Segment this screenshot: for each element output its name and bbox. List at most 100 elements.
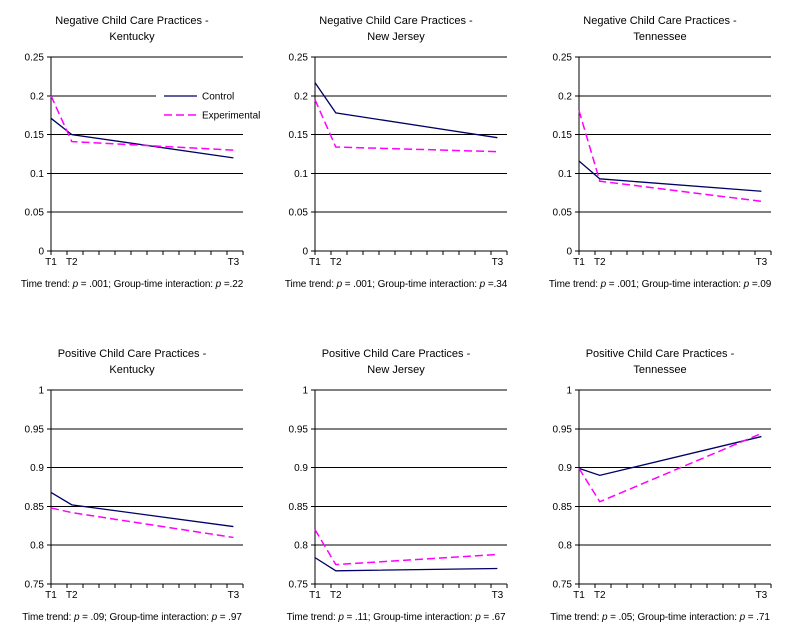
caption-text: = .97 xyxy=(217,612,242,623)
svg-text:0.75: 0.75 xyxy=(289,580,309,591)
caption-text: = .71 xyxy=(745,612,770,623)
svg-text:0.15: 0.15 xyxy=(553,130,573,141)
svg-text:0.15: 0.15 xyxy=(25,130,45,141)
svg-text:0.2: 0.2 xyxy=(558,91,572,102)
svg-text:T2: T2 xyxy=(66,257,78,268)
caption-text: = .05; Group-time interaction: xyxy=(607,612,740,623)
p-symbol: p xyxy=(211,612,218,623)
svg-text:0.75: 0.75 xyxy=(25,580,45,591)
svg-text:T1: T1 xyxy=(309,257,321,268)
svg-text:T3: T3 xyxy=(756,590,768,601)
chart-title: Negative Child Care Practices - Tennesse… xyxy=(583,0,736,45)
chart-title-line1: Positive Child Care Practices - xyxy=(321,348,471,360)
svg-text:0.05: 0.05 xyxy=(289,208,309,219)
caption-text: =.34 xyxy=(485,279,508,290)
svg-text:1: 1 xyxy=(302,386,308,397)
line-chart-positive-kentucky: 0.75 0.8 0.85 0.9 0.95 1 T1 T2 T3 xyxy=(25,386,244,601)
caption-text: Time trend: xyxy=(284,279,337,290)
p-symbol: p xyxy=(739,612,746,623)
svg-text:Experimental: Experimental xyxy=(202,111,260,122)
svg-text:0.8: 0.8 xyxy=(558,541,572,552)
chart-title-line2: New Jersey xyxy=(367,364,425,376)
p-symbol: p xyxy=(600,279,607,290)
svg-text:Control: Control xyxy=(202,92,234,103)
svg-text:T2: T2 xyxy=(594,257,606,268)
stats-caption: Time trend: p = .09; Group-time interact… xyxy=(22,612,242,623)
stats-caption: Time trend: p = .11; Group-time interact… xyxy=(287,612,506,623)
chart-title-line2: New Jersey xyxy=(367,31,425,43)
svg-text:0.75: 0.75 xyxy=(553,580,573,591)
p-symbol: p xyxy=(72,279,79,290)
chart-title-line2: Kentucky xyxy=(109,31,155,43)
svg-text:1: 1 xyxy=(38,386,44,397)
p-symbol: p xyxy=(338,612,344,623)
svg-text:T1: T1 xyxy=(45,590,57,601)
p-symbol: p xyxy=(743,279,750,290)
svg-text:T1: T1 xyxy=(573,590,585,601)
caption-text: = .11; Group-time interaction: xyxy=(343,612,476,623)
svg-text:T1: T1 xyxy=(309,590,321,601)
stats-caption: Time trend: p = .001; Group-time interac… xyxy=(549,279,771,290)
stats-caption: Time trend: p = .001; Group-time interac… xyxy=(285,279,507,290)
svg-text:T3: T3 xyxy=(228,257,240,268)
charts-row-negative: Negative Child Care Practices - Kentucky… xyxy=(0,0,792,290)
svg-text:0.95: 0.95 xyxy=(25,424,45,435)
chart-title-line2: Tennessee xyxy=(633,31,687,43)
chart-cell-negative-tennessee: Negative Child Care Practices - Tennesse… xyxy=(528,0,792,290)
caption-text: = .001; Group-time interaction: xyxy=(342,279,480,290)
svg-text:1: 1 xyxy=(566,386,572,397)
svg-text:T3: T3 xyxy=(228,590,240,601)
svg-text:0.85: 0.85 xyxy=(289,502,309,513)
line-chart-negative-new-jersey: 0 0.05 0.1 0.15 0.2 0.25 T1 T2 T3 xyxy=(289,53,508,268)
svg-text:0.9: 0.9 xyxy=(30,463,44,474)
svg-text:0.25: 0.25 xyxy=(553,53,573,64)
p-symbol: p xyxy=(479,279,486,290)
svg-text:0.8: 0.8 xyxy=(294,541,308,552)
chart-cell-positive-kentucky: Positive Child Care Practices - Kentucky… xyxy=(0,333,264,623)
svg-text:0.25: 0.25 xyxy=(289,53,309,64)
chart-cell-negative-kentucky: Negative Child Care Practices - Kentucky… xyxy=(0,0,264,290)
svg-text:T2: T2 xyxy=(594,590,606,601)
chart-title: Positive Child Care Practices - Tennesse… xyxy=(586,333,735,378)
svg-text:0.25: 0.25 xyxy=(25,53,45,64)
chart-cell-positive-new-jersey: Positive Child Care Practices - New Jers… xyxy=(264,333,528,623)
p-symbol: p xyxy=(336,279,343,290)
line-chart-negative-kentucky: 0 0.05 0.1 0.15 0.2 0.25 Control Experimental T1… xyxy=(25,53,264,268)
chart-cell-negative-new-jersey: Negative Child Care Practices - New Jers… xyxy=(264,0,528,290)
chart-title-line1: Negative Child Care Practices - xyxy=(55,15,209,27)
chart-cell-positive-tennessee: Positive Child Care Practices - Tennesse… xyxy=(528,333,792,623)
caption-text: = .09; Group-time interaction: xyxy=(79,612,212,623)
svg-text:0.1: 0.1 xyxy=(558,169,572,180)
line-chart-positive-tennessee: 0.75 0.8 0.85 0.9 0.95 1 T1 T2 T3 xyxy=(553,386,772,601)
svg-text:0.95: 0.95 xyxy=(553,424,573,435)
chart-title-line1: Negative Child Care Practices - xyxy=(583,15,737,27)
svg-text:0.05: 0.05 xyxy=(553,208,573,219)
svg-text:0.1: 0.1 xyxy=(30,169,44,180)
svg-text:0.9: 0.9 xyxy=(558,463,572,474)
caption-text: = .001; Group-time interaction: xyxy=(606,279,744,290)
caption-text: Time trend: xyxy=(20,279,73,290)
svg-text:0.05: 0.05 xyxy=(25,208,45,219)
caption-text: Time trend: xyxy=(548,279,601,290)
chart-title: Negative Child Care Practices - Kentucky xyxy=(55,0,208,45)
stats-caption: Time trend: p = .001; Group-time interac… xyxy=(21,279,243,290)
svg-text:T3: T3 xyxy=(492,590,504,601)
line-chart-negative-tennessee: 0 0.05 0.1 0.15 0.2 0.25 T1 T2 T3 xyxy=(553,53,772,268)
svg-text:0: 0 xyxy=(302,247,308,258)
p-symbol: p xyxy=(215,279,222,290)
svg-text:0.95: 0.95 xyxy=(289,424,309,435)
svg-text:T1: T1 xyxy=(45,257,57,268)
svg-text:T3: T3 xyxy=(492,257,504,268)
svg-text:0.9: 0.9 xyxy=(294,463,308,474)
caption-text: Time trend: xyxy=(286,612,339,623)
stats-caption: Time trend: p = .05; Group-time interact… xyxy=(550,612,770,623)
line-chart-positive-new-jersey: 0.75 0.8 0.85 0.9 0.95 1 T1 T2 T3 xyxy=(289,386,508,601)
svg-text:0.8: 0.8 xyxy=(30,541,44,552)
svg-text:T2: T2 xyxy=(66,590,78,601)
caption-text: =.22 xyxy=(221,279,244,290)
svg-text:0.15: 0.15 xyxy=(289,130,309,141)
p-symbol: p xyxy=(601,612,608,623)
chart-title: Positive Child Care Practices - Kentucky xyxy=(58,333,207,378)
chart-title-line1: Negative Child Care Practices - xyxy=(319,15,473,27)
charts-row-positive: Positive Child Care Practices - Kentucky… xyxy=(0,333,792,623)
